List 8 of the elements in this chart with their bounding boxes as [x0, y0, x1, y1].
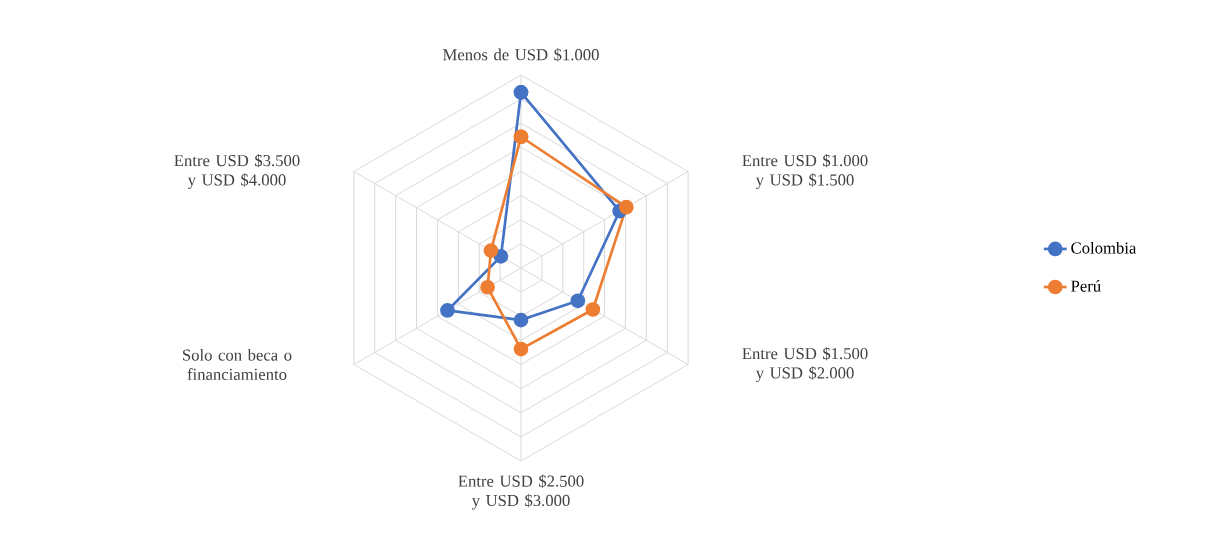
legend-label: Colombia — [1071, 241, 1137, 254]
spoke-label: Entre USD $1.000 y USD $1.500 — [742, 153, 868, 189]
spoke-label: Solo con beca o financiamiento — [183, 348, 292, 381]
legend-label: Perú — [1071, 279, 1101, 292]
spoke-label: Menos de USD $1.000 — [443, 48, 599, 62]
spoke-label: Entre USD $1.500 y USD $2.000 — [742, 346, 868, 382]
spoke-label: Entre USD $2.500 y USD $3.000 — [458, 474, 584, 510]
spoke-label: Entre USD $3.500 y USD $4.000 — [174, 153, 300, 189]
